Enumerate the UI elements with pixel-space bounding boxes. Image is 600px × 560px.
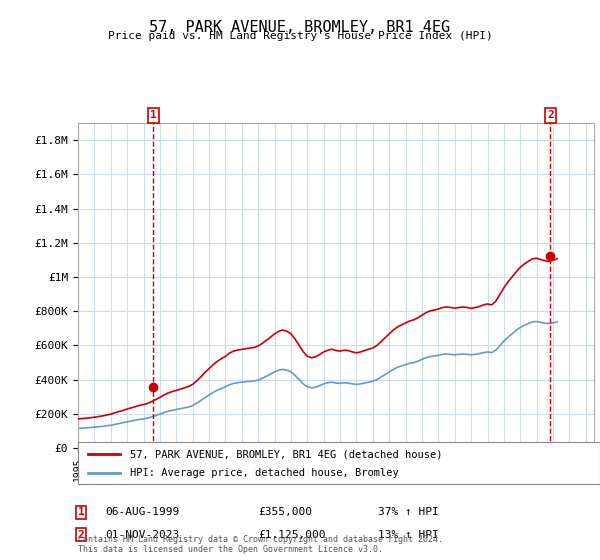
Text: HPI: Average price, detached house, Bromley: HPI: Average price, detached house, Brom… (130, 468, 399, 478)
Text: 13% ↑ HPI: 13% ↑ HPI (378, 530, 439, 540)
Text: 57, PARK AVENUE, BROMLEY, BR1 4EG (detached house): 57, PARK AVENUE, BROMLEY, BR1 4EG (detac… (130, 449, 443, 459)
Text: 1: 1 (77, 507, 85, 517)
Text: 57, PARK AVENUE, BROMLEY, BR1 4EG: 57, PARK AVENUE, BROMLEY, BR1 4EG (149, 20, 451, 35)
FancyBboxPatch shape (78, 442, 600, 484)
Text: Price paid vs. HM Land Registry's House Price Index (HPI): Price paid vs. HM Land Registry's House … (107, 31, 493, 41)
Text: 2: 2 (77, 530, 85, 540)
Text: 1: 1 (150, 110, 157, 120)
Text: 06-AUG-1999: 06-AUG-1999 (105, 507, 179, 517)
Text: £355,000: £355,000 (258, 507, 312, 517)
Text: 37% ↑ HPI: 37% ↑ HPI (378, 507, 439, 517)
Text: £1,125,000: £1,125,000 (258, 530, 325, 540)
Text: 01-NOV-2023: 01-NOV-2023 (105, 530, 179, 540)
Text: 2: 2 (547, 110, 554, 120)
Text: Contains HM Land Registry data © Crown copyright and database right 2024.
This d: Contains HM Land Registry data © Crown c… (78, 535, 443, 554)
